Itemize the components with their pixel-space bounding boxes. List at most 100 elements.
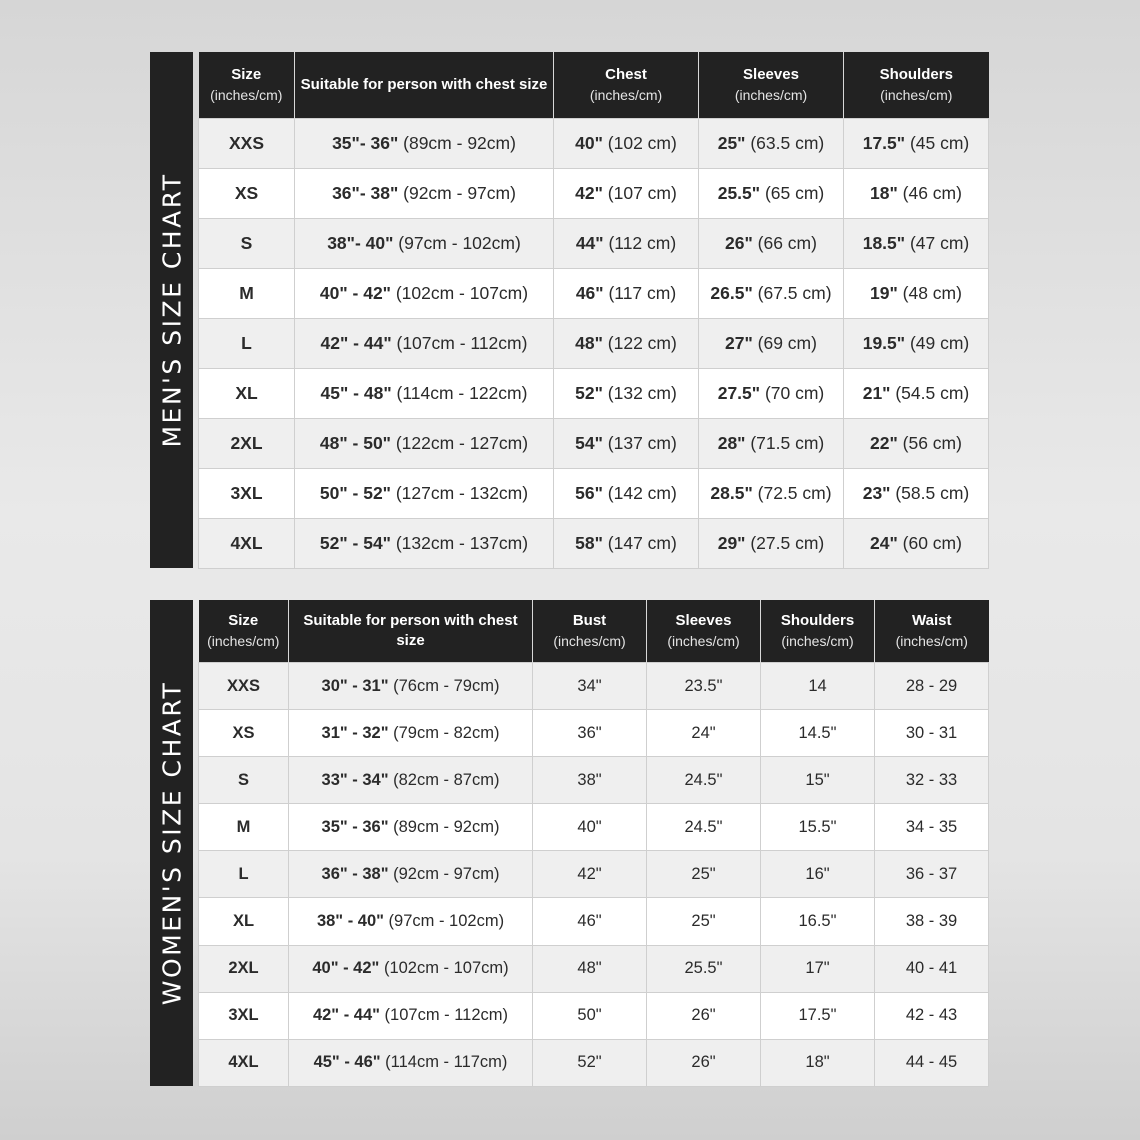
table-row: S 33" - 34" (82cm - 87cm) 38" 24.5" 15" 32 - … (198, 756, 989, 805)
measurement-cell: 42" - 44" (107cm - 112cm) (288, 991, 533, 1040)
column-title: Shoulders (780, 612, 855, 629)
measurement-cell: 24" (646, 709, 761, 758)
measurement-cell: 17.5" (760, 991, 875, 1040)
inches-value: 46" (575, 283, 604, 303)
measurement-cell: 27.5" (70 cm) (698, 368, 844, 419)
size-cell: S (198, 756, 289, 805)
size-cell: 3XL (198, 991, 289, 1040)
size-cell: 4XL (198, 518, 295, 569)
inches-value: 40" (575, 133, 603, 153)
column-unit: (inches/cm) (667, 633, 740, 649)
inches-value: 25.5" (717, 183, 761, 203)
measurement-cell: 42 - 43 (874, 991, 989, 1040)
size-cell: XXS (198, 118, 295, 169)
column-unit: (inches/cm) (207, 633, 280, 649)
measurement-cell: 52" (132 cm) (553, 368, 699, 419)
measurement-cell: 22" (56 cm) (843, 418, 989, 469)
measurement-cell: 30" - 31" (76cm - 79cm) (288, 661, 533, 711)
inches-value: 52" (575, 383, 603, 403)
inches-value: 25" (717, 133, 746, 153)
inches-value: 42" - 44" (312, 1006, 380, 1025)
measurement-cell: 46" (117 cm) (553, 268, 699, 319)
measurement-cell: 26" (646, 991, 761, 1040)
cm-value: (46 cm) (897, 183, 962, 203)
inches-value: 52" - 54" (319, 533, 391, 553)
column-header: Bust (inches/cm) (532, 600, 647, 663)
cm-value: (89cm - 92cm) (388, 817, 500, 836)
measurement-cell: 28.5" (72.5 cm) (698, 468, 844, 519)
size-cell: XL (198, 368, 295, 419)
inches-value: 19" (870, 283, 898, 303)
measurement-cell: 25.5" (65 cm) (698, 168, 844, 219)
measurement-cell: 31" - 32" (79cm - 82cm) (288, 709, 533, 758)
measurement-cell: 27" (69 cm) (698, 318, 844, 369)
column-title: Bust (572, 612, 607, 629)
cm-value: (92cm - 97cm) (388, 864, 500, 883)
size-cell: XS (198, 709, 289, 758)
cm-value: (107 cm) (602, 183, 677, 203)
measurement-cell: 24.5" (646, 756, 761, 805)
measurement-cell: 56" (142 cm) (553, 468, 699, 519)
inches-value: 18" (870, 183, 898, 203)
cm-value: (137 cm) (602, 433, 677, 453)
cm-value: (122cm - 127cm) (390, 433, 529, 453)
measurement-cell: 25.5" (646, 944, 761, 993)
size-cell: XL (198, 897, 289, 946)
inches-value: 33" - 34" (321, 770, 389, 789)
inches-value: 36"- 38" (332, 183, 399, 203)
column-header: Suitable for person with chest size (288, 600, 533, 663)
measurement-cell: 40" - 42" (102cm - 107cm) (288, 944, 533, 993)
measurement-cell: 36" - 38" (92cm - 97cm) (288, 850, 533, 899)
inches-value: 50" - 52" (319, 483, 391, 503)
table-row: 4XL 45" - 46" (114cm - 117cm) 52" 26" 18" 44 … (198, 1038, 989, 1087)
measurement-cell: 24" (60 cm) (843, 518, 989, 569)
column-title: Suitable for person with chest size (300, 76, 548, 93)
mens-chart-label: MEN'S SIZE CHART (150, 52, 193, 568)
table-row: 3XL 42" - 44" (107cm - 112cm) 50" 26" 17.5" 4… (198, 991, 989, 1040)
cm-value: (27.5 cm) (745, 533, 825, 553)
size-cell: XS (198, 168, 295, 219)
column-header: Size (inches/cm) (198, 600, 289, 663)
womens-chart-label: WOMEN'S SIZE CHART (150, 600, 193, 1086)
measurement-cell: 16.5" (760, 897, 875, 946)
cm-value: (76cm - 79cm) (388, 676, 500, 695)
womens-chart-title: WOMEN'S SIZE CHART (157, 680, 186, 1006)
size-cell: L (198, 318, 295, 369)
table-row: XXS 30" - 31" (76cm - 79cm) 34" 23.5" 14 28 -… (198, 661, 989, 711)
table-row: 2XL 48" - 50" (122cm - 127cm) 54" (137 cm)… (198, 418, 989, 469)
size-cell: 2XL (198, 944, 289, 993)
measurement-cell: 52" (532, 1038, 647, 1087)
column-header: Size (inches/cm) (198, 52, 295, 119)
inches-value: 42" - 44" (320, 333, 392, 353)
cm-value: (117 cm) (603, 283, 677, 303)
measurement-cell: 23" (58.5 cm) (843, 468, 989, 519)
measurement-cell: 42" (532, 850, 647, 899)
measurement-cell: 14 (760, 661, 875, 711)
cm-value: (66 cm) (752, 233, 817, 253)
inches-value: 29" (717, 533, 746, 553)
measurement-cell: 34 - 35 (874, 803, 989, 852)
header-row: Size (inches/cm) Suitable for person with … (198, 52, 989, 119)
inches-value: 45" - 46" (313, 1053, 381, 1072)
measurement-cell: 45" - 46" (114cm - 117cm) (288, 1038, 533, 1087)
womens-size-table: Size (inches/cm) Suitable for person with … (198, 600, 989, 1087)
column-header: Shoulders (inches/cm) (760, 600, 875, 663)
size-cell: XXS (198, 661, 289, 711)
cm-value: (71.5 cm) (745, 433, 825, 453)
measurement-cell: 46" (532, 897, 647, 946)
cm-value: (97cm - 102cm) (383, 912, 505, 931)
cm-value: (102cm - 107cm) (390, 283, 529, 303)
cm-value: (107cm - 112cm) (379, 1006, 509, 1025)
measurement-cell: 15" (760, 756, 875, 805)
size-cell: 4XL (198, 1038, 289, 1087)
measurement-cell: 38" - 40" (97cm - 102cm) (288, 897, 533, 946)
table-row: S 38"- 40" (97cm - 102cm) 44" (112 cm) 26" … (198, 218, 989, 269)
inches-value: 23" (862, 483, 891, 503)
measurement-cell: 19.5" (49 cm) (843, 318, 989, 369)
table-row: 3XL 50" - 52" (127cm - 132cm) 56" (142 cm)… (198, 468, 989, 519)
size-cell: M (198, 803, 289, 852)
cm-value: (97cm - 102cm) (393, 233, 521, 253)
inches-value: 21" (862, 383, 891, 403)
cm-value: (65 cm) (760, 183, 825, 203)
cm-value: (79cm - 82cm) (388, 723, 500, 742)
